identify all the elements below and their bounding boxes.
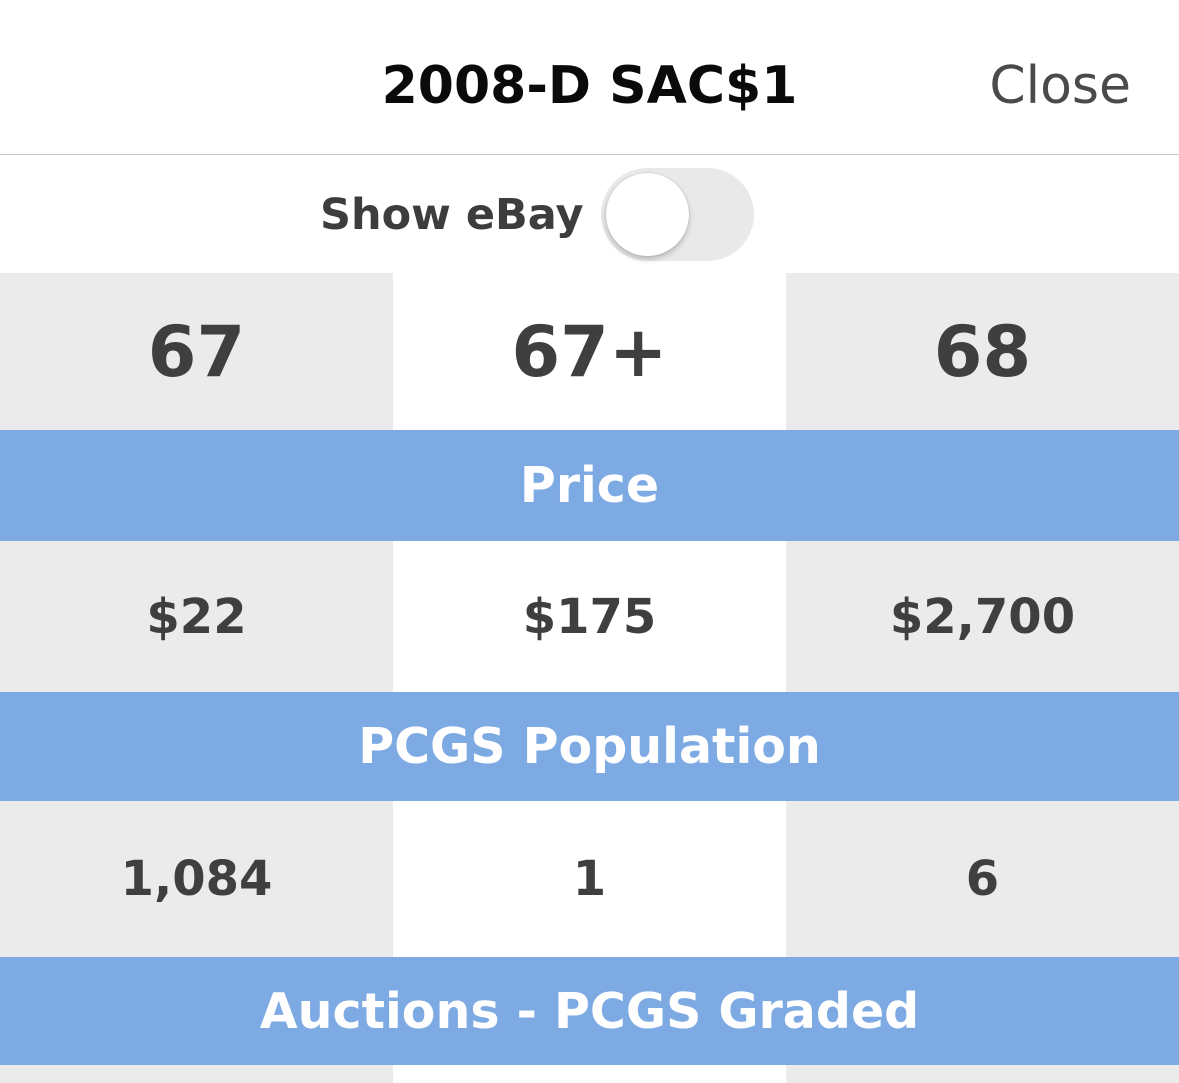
show-ebay-label: Show eBay [320,190,584,240]
page-title: 2008-D SAC$1 [381,56,798,116]
price-cell: $2,700 [786,541,1179,692]
auction-cell [0,1065,393,1083]
close-button[interactable]: Close [989,56,1131,116]
population-section-header: PCGS Population [0,692,1179,801]
auction-cell [393,1065,786,1083]
population-cell: 1 [393,801,786,957]
price-cell: $22 [0,541,393,692]
population-row: 1,084 1 6 [0,801,1179,957]
price-row: $22 $175 $2,700 [0,541,1179,692]
ebay-toggle-row: Show eBay [0,155,1179,273]
price-cell: $175 [393,541,786,692]
grade-row: 67 67+ 68 [0,273,1179,430]
grade-cell-68[interactable]: 68 [786,273,1179,430]
price-section-header: Price [0,430,1179,541]
grade-cell-67[interactable]: 67 [0,273,393,430]
auctions-row-partial [0,1065,1179,1083]
population-cell: 6 [786,801,1179,957]
auctions-section-header: Auctions - PCGS Graded [0,957,1179,1065]
show-ebay-toggle[interactable] [601,168,754,261]
nav-header: 2008-D SAC$1 Close [0,0,1179,155]
grade-cell-67-plus[interactable]: 67+ [393,273,786,430]
auction-cell [786,1065,1179,1083]
population-cell: 1,084 [0,801,393,957]
toggle-knob [606,173,689,256]
